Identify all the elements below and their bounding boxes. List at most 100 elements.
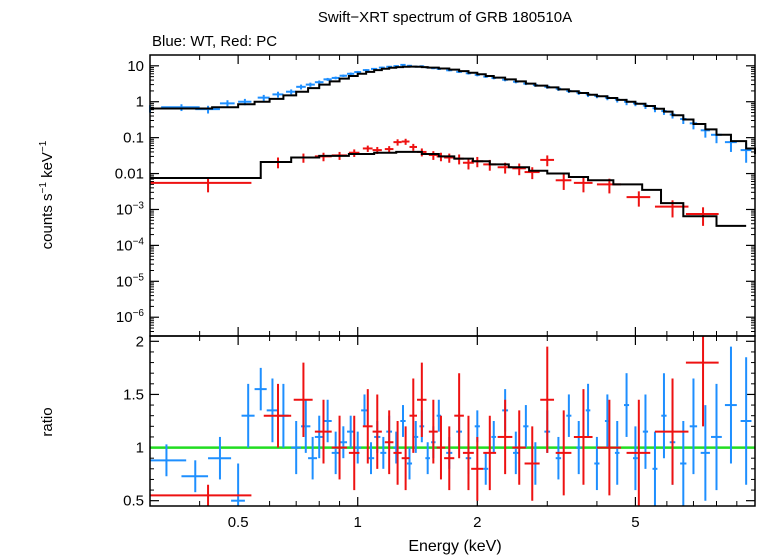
tick-label-base: 10	[116, 201, 133, 218]
x-tick-label: 0.5	[228, 514, 249, 531]
wt-spectrum-point	[314, 80, 324, 85]
wt-ratio-point	[231, 463, 245, 506]
spectrum-model-line	[150, 65, 756, 155]
wt-ratio-point	[314, 415, 324, 459]
wt-ratio-point	[483, 452, 489, 485]
pc-ratio-point	[150, 484, 252, 506]
tick-label-base: 0.1	[123, 130, 144, 147]
wt-ratio-point	[339, 426, 348, 459]
wt-ratio-point	[652, 431, 658, 506]
pc-ratio-point	[417, 362, 427, 437]
spectrum-y-axis-label: counts s−1 keV−1	[38, 140, 56, 249]
ratio-y-tick-label: 2	[136, 333, 144, 350]
wt-ratio-point	[661, 373, 667, 459]
pc-ratio-point	[428, 399, 438, 464]
wt-ratio-point	[680, 421, 687, 506]
wt-ratio-point	[367, 442, 375, 475]
ratio-frame	[149, 335, 756, 507]
x-tick-label: 1	[354, 514, 362, 531]
tick-label-base: 10	[116, 273, 133, 290]
wt-ratio-point	[740, 357, 752, 485]
pc-ratio-point	[685, 336, 719, 427]
pc-spectrum-point	[409, 143, 418, 151]
pc-ratio-point	[512, 410, 526, 485]
wt-spectrum-point	[323, 77, 332, 81]
ratio-y-tick-label: 1	[136, 440, 144, 457]
tick-label-base: 0.01	[115, 166, 144, 183]
wt-spectrum-point	[272, 91, 284, 98]
pc-spectrum-point	[362, 145, 373, 152]
spectrum-y-tick-label: 10−5	[116, 272, 145, 290]
pc-spectrum-point	[428, 151, 438, 160]
x-tick-label: 5	[631, 514, 639, 531]
spectrum-model-line	[150, 150, 747, 227]
spectrum-y-tick-label: 0.1	[123, 130, 144, 147]
pc-spectrum-point	[462, 158, 474, 170]
pc-ratio-point	[362, 389, 373, 464]
pc-ratio-point	[331, 415, 348, 480]
spectrum-y-tick-label: 1	[136, 94, 144, 111]
pc-spectrum-point	[401, 138, 410, 145]
spectrum-y-tick-label: 10−4	[116, 236, 145, 254]
pc-spectrum-point	[150, 177, 252, 193]
tick-label-base: 10	[116, 309, 133, 326]
pc-ratio-point	[348, 415, 360, 491]
spectrum-y-tick-label: 10−6	[116, 308, 145, 326]
wt-ratio-point	[400, 405, 406, 437]
wt-ratio-point	[208, 436, 232, 480]
wt-ratio-point	[689, 378, 698, 475]
wt-ratio-point	[576, 421, 582, 475]
wt-ratio-point	[513, 431, 519, 475]
wt-spectrum-point	[296, 84, 306, 90]
tick-label-base: 10	[116, 237, 133, 254]
wt-ratio-point	[555, 436, 562, 480]
pc-spectrum-point	[512, 163, 526, 176]
pc-ratio-point	[314, 399, 332, 464]
wt-ratio-point	[380, 436, 387, 469]
pc-ratio-point	[471, 436, 484, 501]
wt-ratio-point	[594, 436, 600, 491]
ratio-y-tick-label: 1.5	[123, 386, 144, 403]
spectrum-y-tick-label: 0.01	[115, 166, 144, 183]
pc-ratio-point	[654, 378, 689, 485]
pc-ratio-point	[573, 389, 593, 485]
wt-ratio-point	[425, 442, 430, 475]
wt-ratio-point	[266, 378, 279, 443]
pc-ratio-point	[263, 383, 292, 448]
pc-ratio-point	[555, 410, 572, 496]
spectrum-y-tick-label: 10	[127, 58, 144, 75]
wt-ratio-point	[614, 421, 620, 485]
pc-ratio-point	[409, 378, 418, 453]
wt-ratio-point	[347, 415, 355, 448]
wt-ratio-point	[291, 421, 302, 475]
pc-ratio-point	[454, 373, 464, 459]
wt-ratio-point	[585, 383, 591, 437]
spectrum-y-tick-label: 10−3	[116, 200, 145, 218]
wt-ratio-point	[150, 444, 187, 477]
pc-ratio-point	[444, 426, 455, 491]
wt-ratio-point	[331, 431, 340, 475]
wt-ratio-point	[241, 383, 255, 448]
pc-ratio-point	[626, 399, 651, 506]
tick-label-exponent: −5	[133, 272, 145, 283]
wt-spectrum-point	[339, 74, 348, 77]
pc-spectrum-point	[540, 155, 555, 167]
wt-ratio-point	[623, 373, 630, 437]
pc-spectrum-point	[393, 139, 402, 146]
wt-ratio-point	[523, 405, 529, 448]
pc-ratio-point	[393, 421, 402, 485]
tick-label-exponent: −3	[133, 200, 145, 211]
pc-ratio-point	[596, 399, 622, 496]
wt-ratio-point	[361, 394, 368, 427]
wt-ratio-point	[354, 431, 362, 464]
pc-spectrum-point	[555, 174, 572, 190]
wt-spectrum-point	[331, 76, 340, 80]
wt-spectrum-point	[305, 82, 315, 87]
wt-spectrum-point	[219, 100, 235, 108]
pc-spectrum-point	[524, 167, 540, 180]
wt-spectrum-point	[257, 94, 270, 101]
ratio-y-tick-label: 0.5	[123, 493, 144, 510]
tick-label-exponent: −4	[133, 236, 145, 247]
